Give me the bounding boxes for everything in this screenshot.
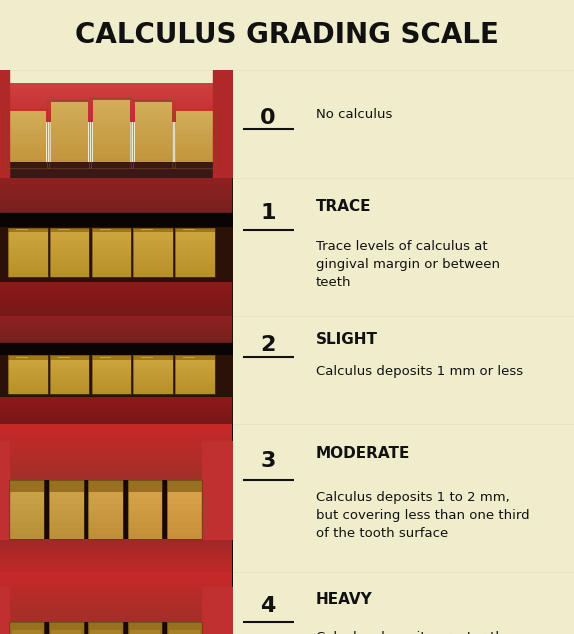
Text: No calculus: No calculus bbox=[316, 108, 392, 121]
Text: SLIGHT: SLIGHT bbox=[316, 332, 378, 347]
Text: 0: 0 bbox=[260, 108, 276, 128]
Text: 2: 2 bbox=[261, 335, 276, 356]
Bar bbox=[92, 355, 131, 394]
Text: Trace levels of calculus at
gingival margin or between
teeth: Trace levels of calculus at gingival mar… bbox=[316, 240, 499, 289]
Text: 1: 1 bbox=[260, 203, 276, 223]
Text: MODERATE: MODERATE bbox=[316, 446, 410, 461]
Text: Calculus deposits greater than
2 mm, may extend over soft
tissues, or may bridge: Calculus deposits greater than 2 mm, may… bbox=[316, 631, 520, 634]
Text: HEAVY: HEAVY bbox=[316, 592, 373, 607]
Text: CALCULUS GRADING SCALE: CALCULUS GRADING SCALE bbox=[75, 21, 499, 49]
Bar bbox=[92, 228, 131, 277]
Bar bbox=[50, 355, 90, 394]
Text: TRACE: TRACE bbox=[316, 198, 371, 214]
Bar bbox=[167, 622, 202, 634]
Bar bbox=[49, 622, 84, 634]
Bar bbox=[133, 355, 173, 394]
Bar bbox=[9, 480, 44, 540]
Bar bbox=[8, 355, 48, 394]
Bar bbox=[175, 228, 215, 277]
Bar bbox=[88, 622, 123, 634]
Bar bbox=[175, 355, 215, 394]
Bar bbox=[127, 622, 162, 634]
Bar bbox=[8, 228, 48, 277]
Text: 4: 4 bbox=[261, 596, 276, 616]
Bar bbox=[88, 480, 123, 540]
Bar bbox=[49, 480, 84, 540]
Bar bbox=[9, 622, 44, 634]
Text: Calculus deposits 1 to 2 mm,
but covering less than one third
of the tooth surfa: Calculus deposits 1 to 2 mm, but coverin… bbox=[316, 491, 529, 540]
Bar bbox=[50, 228, 90, 277]
Bar bbox=[167, 480, 202, 540]
Text: Calculus deposits 1 mm or less: Calculus deposits 1 mm or less bbox=[316, 365, 523, 378]
Bar bbox=[127, 480, 162, 540]
Text: 3: 3 bbox=[261, 451, 276, 470]
Bar bbox=[133, 228, 173, 277]
